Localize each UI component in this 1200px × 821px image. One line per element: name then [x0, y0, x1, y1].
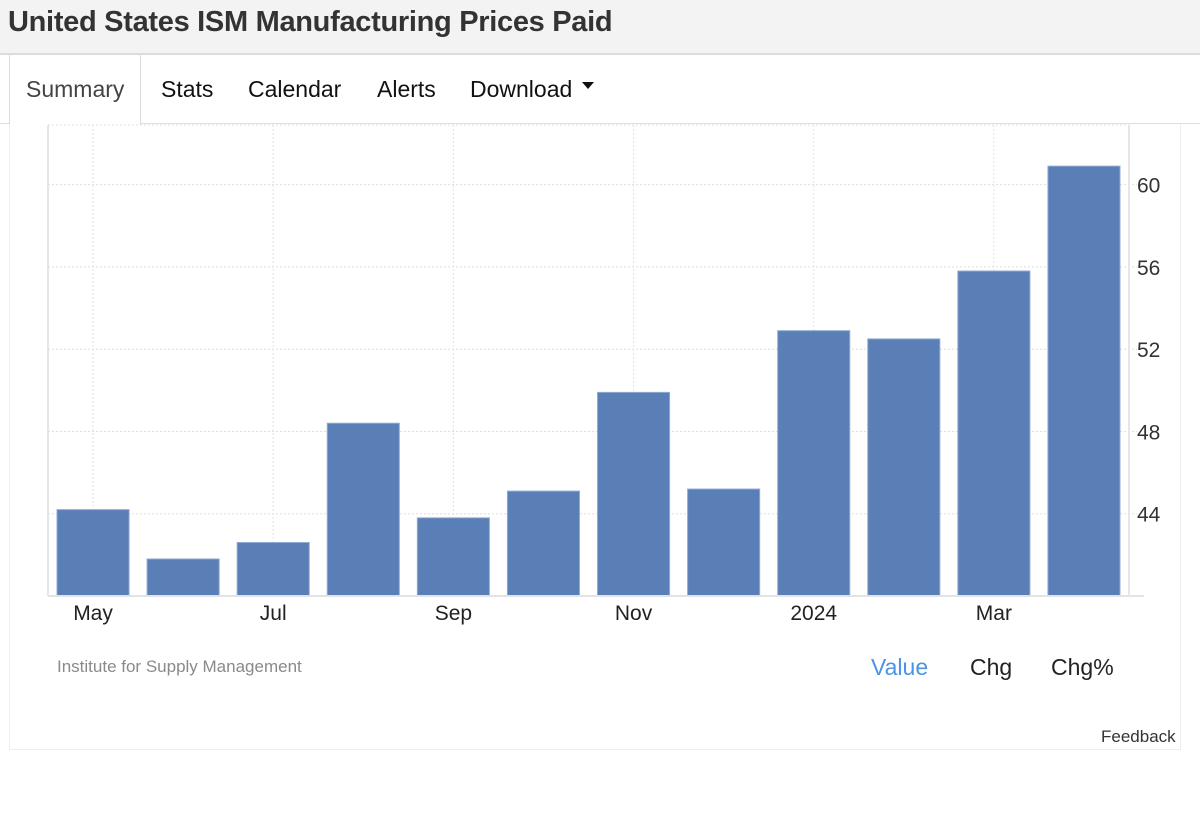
caret-down-icon — [582, 82, 595, 90]
feedback-link[interactable]: Feedback — [1101, 727, 1176, 746]
bar[interactable]: Jul 2023: 42.6 — [236, 542, 310, 597]
y-tick-label: 60 — [1137, 175, 1160, 198]
y-tick-label: 44 — [1137, 504, 1161, 527]
source-label: Institute for Supply Management — [57, 657, 302, 676]
bar[interactable]: Mar 2024: 55.8 — [957, 270, 1031, 597]
tab-alerts[interactable]: Alerts — [377, 55, 436, 124]
mode-chg-button[interactable]: Chg — [970, 654, 1013, 680]
x-tick-label: Jul — [260, 602, 287, 625]
x-tick-label: 2024 — [790, 602, 837, 625]
bar[interactable]: Aug 2023: 48.4 — [326, 422, 400, 597]
bar-chart: May 2023: 44.2 Jun 2023: 41.8 Jul 2023: 42… — [47, 124, 1161, 625]
tab-calendar[interactable]: Calendar — [248, 55, 341, 124]
y-tick-label: 48 — [1137, 421, 1160, 444]
bar[interactable]: Nov 2023: 49.9 — [597, 391, 671, 597]
bar[interactable]: Dec 2023: 45.2 — [687, 488, 761, 597]
x-tick-label: Sep — [435, 602, 472, 625]
tab-summary[interactable]: Summary — [9, 55, 142, 125]
tab-calendar-label: Calendar — [248, 76, 342, 102]
bar[interactable]: Sep 2023: 43.8 — [416, 517, 490, 597]
tab-summary-label: Summary — [26, 76, 125, 102]
bar[interactable]: May 2023: 44.2 — [56, 509, 130, 597]
x-tick-label: May — [73, 602, 113, 625]
page-title: United States ISM Manufacturing Prices P… — [8, 6, 613, 38]
bar[interactable]: Jan 2024: 52.9 — [777, 330, 851, 597]
mode-chg-percent-button[interactable]: Chg% — [1051, 654, 1114, 680]
y-tick-label: 52 — [1137, 339, 1160, 362]
bar[interactable]: Apr 2024: 60.9 — [1047, 165, 1121, 597]
chart-panel — [9, 124, 1181, 750]
bar[interactable]: Jun 2023: 41.8 — [146, 558, 220, 597]
tab-download[interactable]: Download — [470, 55, 595, 124]
x-tick-label: Nov — [615, 602, 653, 625]
tab-bar: Summary Stats Calendar Alerts Download — [0, 55, 1200, 125]
bar-layer: May 2023: 44.2 Jun 2023: 41.8 Jul 2023: 42… — [56, 165, 1121, 597]
bar[interactable]: Oct 2023: 45.1 — [506, 490, 580, 597]
tab-stats-label: Stats — [161, 76, 214, 102]
mode-value-button[interactable]: Value — [871, 654, 929, 680]
bar[interactable]: Feb 2024: 52.5 — [867, 338, 941, 597]
x-tick-label: Mar — [976, 602, 1012, 625]
page-header: United States ISM Manufacturing Prices P… — [0, 0, 1200, 55]
tab-alerts-label: Alerts — [377, 76, 436, 102]
tab-download-label: Download — [470, 76, 573, 102]
y-tick-label: 56 — [1137, 257, 1160, 280]
axis-layer: 44 48 52 56 60 May Jul Sep Nov 2024 Mar — [48, 125, 1161, 625]
tab-stats[interactable]: Stats — [161, 55, 213, 124]
